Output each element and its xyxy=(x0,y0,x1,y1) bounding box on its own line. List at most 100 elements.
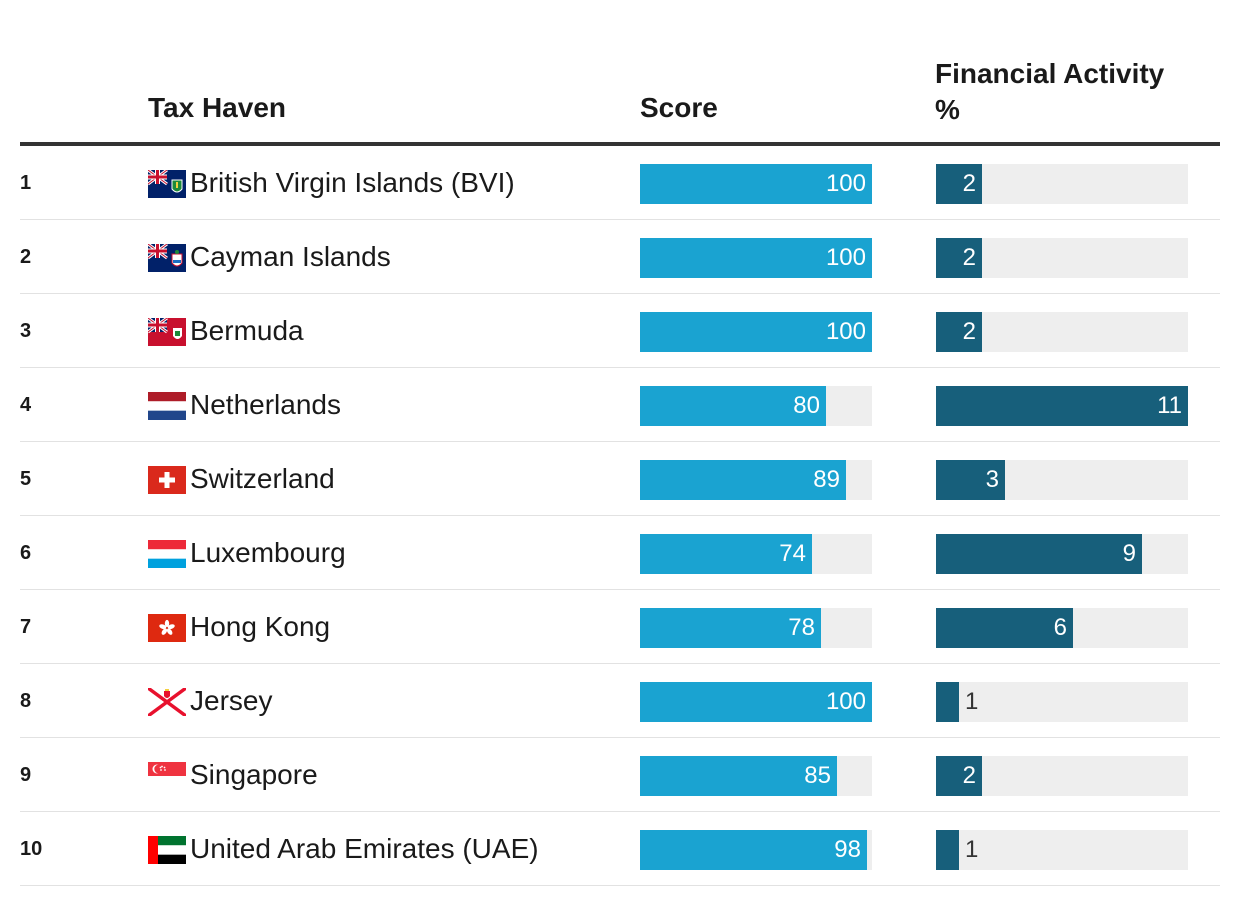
table-row: 10 United Arab Emirates (UAE) 98 1 xyxy=(20,812,1220,886)
financial-bar xyxy=(936,312,982,352)
tax-haven-name: Bermuda xyxy=(190,315,304,346)
financial-value: 2 xyxy=(962,762,976,789)
score-value: 80 xyxy=(793,392,820,419)
financial-value: 1 xyxy=(965,688,979,715)
financial-bar-track: 1 xyxy=(936,830,1188,870)
switzerland-flag xyxy=(148,466,186,494)
score-bar xyxy=(640,682,872,722)
financial-bar-track: 9 xyxy=(936,534,1188,574)
score-bar xyxy=(640,608,821,648)
tax-haven-name: United Arab Emirates (UAE) xyxy=(190,833,539,864)
score-value: 100 xyxy=(825,170,866,197)
score-bar xyxy=(640,386,826,426)
financial-value: 2 xyxy=(962,318,976,345)
score-bar-track: 98 xyxy=(640,830,872,870)
financial-bar xyxy=(936,386,1188,426)
score-bar xyxy=(640,238,872,278)
financial-value: 11 xyxy=(1157,392,1182,419)
financial-bar-track: 2 xyxy=(936,164,1188,204)
score-bar xyxy=(640,534,812,574)
bermuda-flag xyxy=(148,318,186,346)
luxembourg-flag xyxy=(148,540,186,568)
financial-bar xyxy=(936,460,1005,500)
score-value: 100 xyxy=(825,318,866,345)
cayman-flag xyxy=(148,244,186,272)
financial-value: 9 xyxy=(1122,540,1136,567)
uae-flag xyxy=(148,836,186,864)
financial-value: 6 xyxy=(1053,614,1067,641)
table-body: 1 British Virgin Islands (BVI) 100 2 2 Cayman… xyxy=(20,146,1220,886)
score-bar xyxy=(640,312,872,352)
score-bar-track: 78 xyxy=(640,608,872,648)
tax-haven-name: Hong Kong xyxy=(190,611,331,642)
rank-label: 5 xyxy=(20,468,32,490)
score-value: 74 xyxy=(779,540,806,567)
hong-kong-flag xyxy=(148,614,186,642)
financial-value: 2 xyxy=(962,170,976,197)
score-bar xyxy=(640,756,837,796)
score-value: 100 xyxy=(825,688,866,715)
score-bar-track: 100 xyxy=(640,164,872,204)
table-row: 9 Singapore 85 2 xyxy=(20,738,1220,812)
tax-haven-name: Cayman Islands xyxy=(190,241,391,272)
tax-haven-name: British Virgin Islands (BVI) xyxy=(190,167,515,198)
score-bar xyxy=(640,830,867,870)
table-row: 3 Bermuda 100 2 xyxy=(20,294,1220,368)
rank-label: 4 xyxy=(20,394,32,416)
score-bar-track: 74 xyxy=(640,534,872,574)
table-header: Tax Haven Score Financial Activity % xyxy=(20,0,1220,146)
financial-bar xyxy=(936,608,1073,648)
table-row: 1 British Virgin Islands (BVI) 100 2 xyxy=(20,146,1220,220)
financial-bar xyxy=(936,682,959,722)
header-tax-haven: Tax Haven xyxy=(148,92,286,123)
financial-value: 2 xyxy=(962,244,976,271)
rank-label: 8 xyxy=(20,690,32,712)
score-value: 78 xyxy=(788,614,815,641)
score-value: 89 xyxy=(813,466,840,493)
tax-haven-name: Singapore xyxy=(190,759,318,790)
rank-label: 9 xyxy=(20,764,32,786)
header-financial-activity: Financial Activity % xyxy=(935,58,1165,125)
score-bar-track: 80 xyxy=(640,386,872,426)
score-bar-track: 85 xyxy=(640,756,872,796)
tax-haven-name: Netherlands xyxy=(190,389,341,420)
score-value: 85 xyxy=(804,762,831,789)
financial-bar-track: 6 xyxy=(936,608,1188,648)
rank-label: 7 xyxy=(20,616,32,638)
financial-bar-track: 2 xyxy=(936,312,1188,352)
financial-bar-track: 11 xyxy=(936,386,1188,426)
table-row: 2 Cayman Islands 100 2 xyxy=(20,220,1220,294)
table-row: 8 Jersey 100 1 xyxy=(20,664,1220,738)
financial-bar xyxy=(936,238,982,278)
financial-value: 1 xyxy=(965,836,979,863)
jersey-flag xyxy=(148,688,186,716)
rank-label: 10 xyxy=(20,838,43,860)
score-bar-track: 100 xyxy=(640,312,872,352)
rank-label: 6 xyxy=(20,542,32,564)
netherlands-flag xyxy=(148,392,186,420)
table-row: 6 Luxembourg 74 9 xyxy=(20,516,1220,590)
financial-value: 3 xyxy=(985,466,999,493)
score-bar-track: 100 xyxy=(640,682,872,722)
tax-haven-name: Switzerland xyxy=(190,463,335,494)
table-row: 7 Hong Kong 78 6 xyxy=(20,590,1220,664)
score-bar-track: 100 xyxy=(640,238,872,278)
table-row: 5 Switzerland 89 3 xyxy=(20,442,1220,516)
rank-label: 3 xyxy=(20,320,32,342)
rank-label: 1 xyxy=(20,172,32,194)
score-bar xyxy=(640,164,872,204)
table-row: 4 Netherlands 80 11 xyxy=(20,368,1220,442)
financial-bar xyxy=(936,164,982,204)
singapore-flag xyxy=(148,762,186,790)
header-score: Score xyxy=(640,92,718,123)
tax-haven-name: Luxembourg xyxy=(190,537,346,568)
score-value: 98 xyxy=(834,836,861,863)
financial-bar xyxy=(936,756,982,796)
financial-bar-track: 2 xyxy=(936,756,1188,796)
tax-haven-name: Jersey xyxy=(190,685,273,716)
financial-bar-track: 1 xyxy=(936,682,1188,722)
financial-bar xyxy=(936,534,1142,574)
score-value: 100 xyxy=(825,244,866,271)
financial-bar xyxy=(936,830,959,870)
score-bar xyxy=(640,460,846,500)
